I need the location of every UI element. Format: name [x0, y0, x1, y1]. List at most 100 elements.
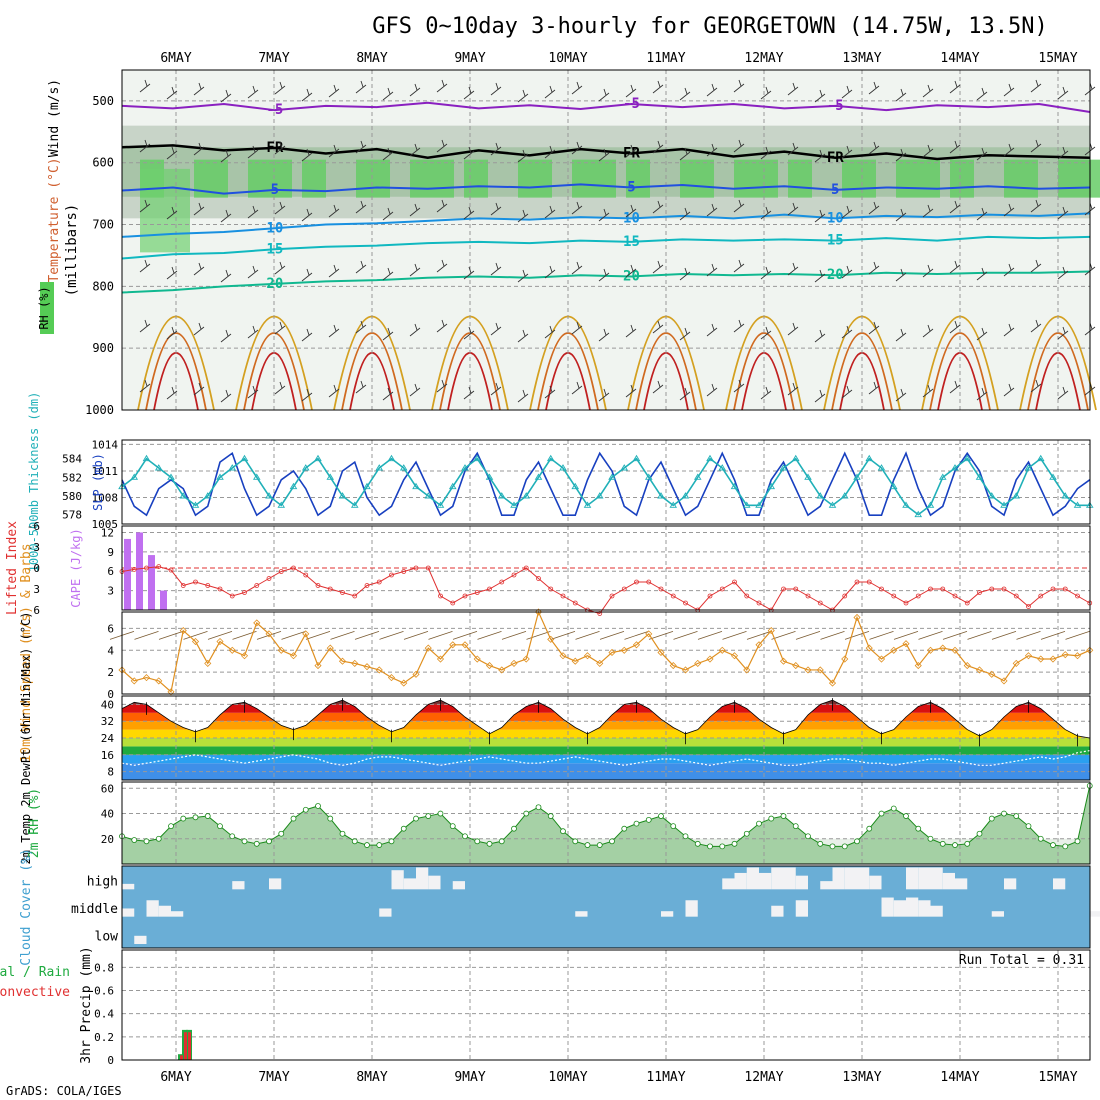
wind-barb	[679, 387, 691, 401]
wind-marker	[865, 644, 873, 652]
wind-barb	[355, 140, 367, 154]
wind-barb	[706, 143, 718, 157]
surface-wind-barb	[330, 630, 355, 640]
li-marker	[291, 565, 296, 571]
wind-marker	[485, 662, 494, 670]
wind-tick: 2	[107, 666, 114, 679]
wind-barb	[787, 322, 799, 336]
temp-contour-label: FR	[827, 150, 844, 166]
wind-barb	[166, 86, 178, 100]
wind-barb	[706, 323, 718, 337]
wind-barb	[1057, 146, 1069, 160]
wind-marker	[853, 613, 861, 622]
li-marker	[425, 565, 431, 571]
li-marker	[548, 586, 554, 592]
li-marker	[376, 579, 382, 585]
wind-barb	[868, 201, 880, 215]
li-marker	[1026, 604, 1031, 609]
rh-moist-patch	[896, 159, 940, 198]
rh-moist-patch	[734, 159, 778, 198]
panel-frame-precip	[121, 949, 1091, 1061]
li-marker	[842, 593, 848, 599]
temp-contour-2	[121, 183, 1091, 195]
wind-marker	[375, 666, 383, 674]
rh-marker	[915, 825, 922, 832]
rh-marker	[658, 813, 664, 819]
rh-marker	[560, 828, 566, 835]
wind-barb	[760, 326, 772, 340]
wind-barb	[301, 388, 313, 402]
li-marker	[1050, 586, 1056, 592]
wind-marker	[828, 679, 837, 687]
legend-total-rain: Total / Rain	[0, 965, 70, 980]
rh-marker	[290, 815, 297, 822]
thickness-marker	[926, 501, 935, 508]
surface-wind-barb	[256, 630, 282, 640]
wind-barb	[463, 266, 475, 280]
date-tick-top: 7MAY	[258, 51, 289, 66]
thickness-marker	[718, 464, 727, 471]
rh-marker	[805, 833, 811, 840]
wind-barb	[814, 389, 826, 403]
surface-wind-barb	[771, 630, 796, 640]
precip-tick: 0	[107, 1054, 114, 1067]
surface-wind-barb	[1016, 630, 1041, 640]
thickness-marker	[1061, 492, 1070, 499]
wind-barb	[733, 199, 745, 213]
date-tick-bottom: 9MAY	[454, 1070, 485, 1085]
wind-barb	[490, 202, 502, 216]
rh-marker	[890, 805, 897, 812]
wind-barb	[490, 262, 502, 276]
rh-moist-patch	[518, 159, 552, 198]
wind-barb	[247, 85, 259, 99]
wind-barb	[679, 147, 691, 161]
wind-marker	[302, 630, 310, 638]
wind-barb	[949, 320, 961, 334]
cloud-cell	[844, 867, 857, 890]
wind-marker	[755, 641, 763, 649]
cloud-cell	[930, 905, 943, 917]
cloud-cell	[783, 867, 796, 890]
cloud-cell	[955, 878, 968, 890]
wind-barb	[328, 204, 340, 218]
wind-barb	[571, 141, 583, 155]
wind-barb	[517, 149, 529, 163]
wind-barb	[274, 321, 286, 335]
surface-wind-barb	[991, 630, 1017, 640]
rh-marker	[168, 823, 174, 830]
wind-barb	[1057, 386, 1069, 400]
wind-barb	[436, 79, 448, 93]
wind-barb	[355, 80, 367, 94]
thickness-marker	[1000, 501, 1008, 508]
surface-wind-barb	[575, 630, 600, 640]
wind-marker	[547, 635, 555, 643]
wind-marker	[204, 659, 212, 667]
wind-marker	[988, 670, 996, 678]
ylabel-cape: CAPE (J/kg)	[69, 528, 83, 607]
panel-frame-upper-air	[121, 69, 1091, 411]
li-marker	[340, 590, 345, 595]
precip-tick: 0.8	[94, 961, 114, 974]
wind-barb	[274, 81, 286, 95]
cloud-cell	[452, 881, 465, 890]
li-marker	[866, 579, 872, 585]
wind-barb	[841, 325, 853, 339]
li-marker	[756, 600, 762, 606]
cape-tick: 9	[107, 546, 114, 559]
thickness-marker	[779, 464, 788, 471]
cloud-cell	[857, 867, 870, 890]
thickness-marker	[877, 464, 886, 471]
wind-barb	[139, 379, 151, 393]
wind-barb	[949, 260, 961, 274]
li-marker	[977, 590, 982, 595]
wind-barb	[544, 265, 556, 279]
wind-barb	[490, 382, 502, 396]
wind-barb	[625, 84, 637, 98]
wind-barb	[787, 142, 799, 156]
wind-marker	[412, 670, 420, 678]
thickness-marker	[265, 492, 273, 499]
cloud-cell	[759, 872, 772, 890]
wind-barb	[841, 265, 853, 279]
wind-barb	[328, 144, 340, 158]
rh-marker	[841, 843, 848, 850]
